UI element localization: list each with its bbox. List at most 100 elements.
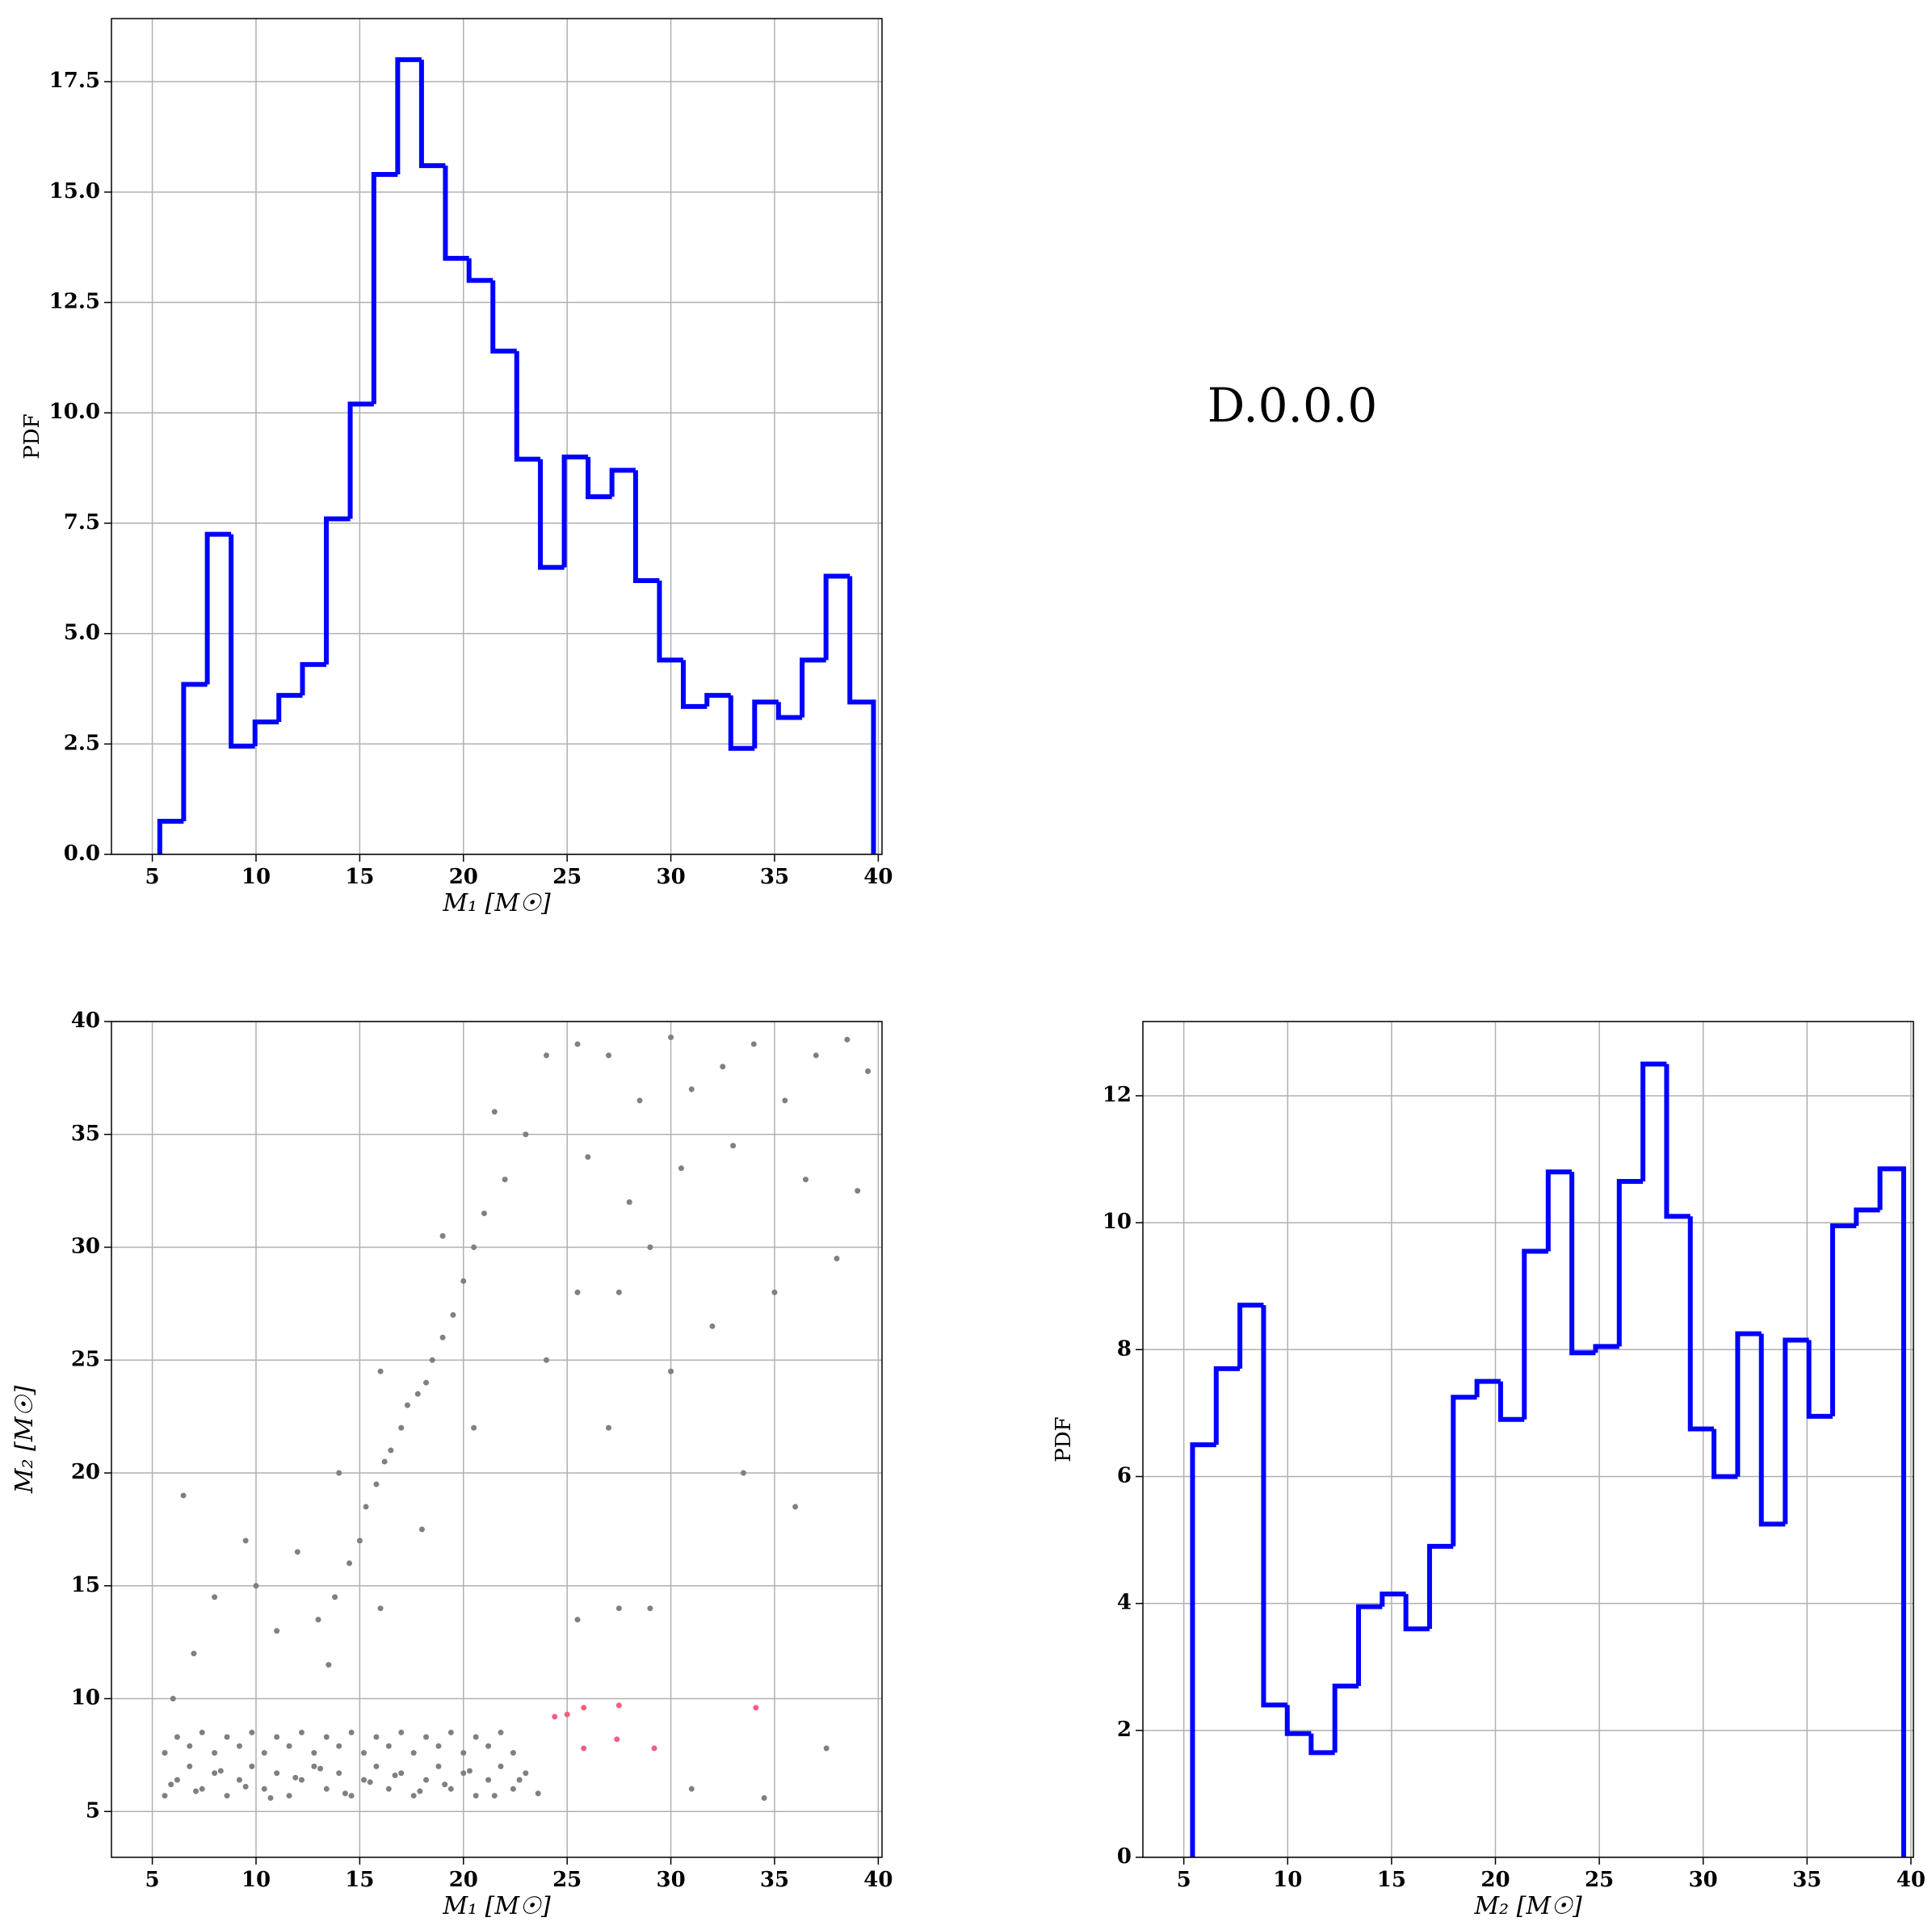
scatter-point [336,1743,342,1749]
scatter-point [574,1041,581,1047]
histogram-step [1522,1248,1548,1420]
y-tick-label: 8 [1117,1336,1132,1361]
histogram-step [538,459,565,570]
scatter-point [242,1538,249,1544]
x-tick-label: 35 [1792,1868,1821,1892]
scatter-point [336,1770,342,1777]
scatter-point [294,1549,300,1555]
histogram-step [252,719,279,747]
x-axis-label: M₁ [M☉] [442,889,551,917]
histogram-step [490,280,517,354]
scatter-point [471,1424,477,1431]
scatter-point [516,1777,523,1783]
scatter-point [423,1777,430,1783]
scatter-point [398,1424,405,1431]
scatter-point [823,1745,830,1752]
histogram-step [514,350,541,462]
histogram-step [1332,1683,1359,1753]
scatter-point [323,1734,330,1740]
scatter-point [381,1458,388,1465]
scatter-point [348,1793,355,1799]
scatter-point [498,1729,504,1735]
scatter-point [834,1255,840,1261]
y-tick-label: 20 [71,1460,100,1484]
scatter-point [709,1323,716,1329]
scatter-point [236,1743,242,1749]
histogram-step [1640,1061,1667,1182]
scatter-point [606,1052,612,1059]
x-tick-label: 40 [863,865,892,889]
scatter-point [199,1729,205,1735]
histogram-step [609,468,636,497]
scatter-point [447,1785,454,1792]
histogram-step [847,576,876,854]
histogram-step [1854,1207,1880,1227]
scatter-point [373,1763,380,1769]
scatter-point [224,1793,230,1799]
histogram-step [229,534,255,749]
histogram-step [1593,1344,1619,1353]
scatter-point [253,1583,259,1589]
histogram-step [1451,1395,1477,1546]
scatter-point [510,1785,516,1792]
scatter-point [510,1750,516,1756]
scatter-point [292,1774,299,1781]
x-tick-label: 35 [760,1868,789,1892]
scatter-point [336,1470,342,1476]
x-tick-label: 20 [449,1868,478,1892]
chart-panel: 5 10 15 20 25 30 35 40 0.0 2.5 5.0 7.5 10.0 12.5 15.0 1… [20,18,892,917]
scatter-point [392,1773,398,1779]
histogram-step [561,454,589,568]
y-tick-label: 5 [86,1798,100,1823]
histogram-step [1190,1442,1216,1857]
histogram-step [276,693,303,722]
scatter-point [199,1785,205,1792]
scatter-point [472,1734,479,1740]
chart-panel: 5 10 15 20 25 30 35 40 5 10 15 20 25 30 35 40 M₁ [M☉] M₂ … [10,1009,892,1920]
histogram-step [680,660,708,709]
scatter-point [720,1064,726,1070]
scatter-point [792,1504,799,1510]
histogram-step [1877,1166,1906,1857]
scatter-point [447,1729,454,1735]
y-tick-label: 6 [1117,1463,1132,1487]
histogram-step [395,57,422,175]
scatter-point [581,1745,587,1752]
scatter-point [460,1278,467,1284]
histogram-step [1213,1366,1241,1445]
scatter-point [471,1244,477,1251]
scatter-point [502,1177,508,1183]
scatter-point [385,1743,392,1749]
y-tick-label: 25 [71,1347,100,1371]
histogram-step [1783,1337,1809,1525]
axes-frame [111,1021,883,1858]
scatter-point [615,1605,622,1612]
histogram-step [443,166,469,261]
histogram-step [1829,1223,1857,1416]
y-tick-label: 10 [1102,1210,1132,1234]
histogram-step [204,531,232,685]
scatter-point [535,1790,541,1797]
x-tick-label: 5 [1177,1868,1191,1892]
scatter-point [168,1781,174,1788]
histogram-step [181,682,208,821]
y-tick-label: 40 [71,1009,100,1033]
histogram-step [704,693,731,707]
scatter-point [193,1788,200,1794]
scatter-point [615,1702,622,1709]
scatter-point [388,1447,394,1454]
scatter-point [585,1154,591,1160]
scatter-point [274,1770,280,1777]
y-tick-label: 30 [71,1235,100,1259]
scatter-point [414,1391,421,1397]
histogram-step [1806,1340,1833,1419]
histogram-step [1474,1378,1501,1398]
scatter-point [212,1770,218,1777]
scatter-point [404,1402,410,1408]
scatter-point [523,1131,529,1138]
scatter-point [626,1199,632,1206]
histogram-step [1687,1216,1715,1432]
histogram-step [586,456,612,500]
x-tick-label: 35 [760,865,789,889]
histogram-step [1403,1593,1430,1632]
